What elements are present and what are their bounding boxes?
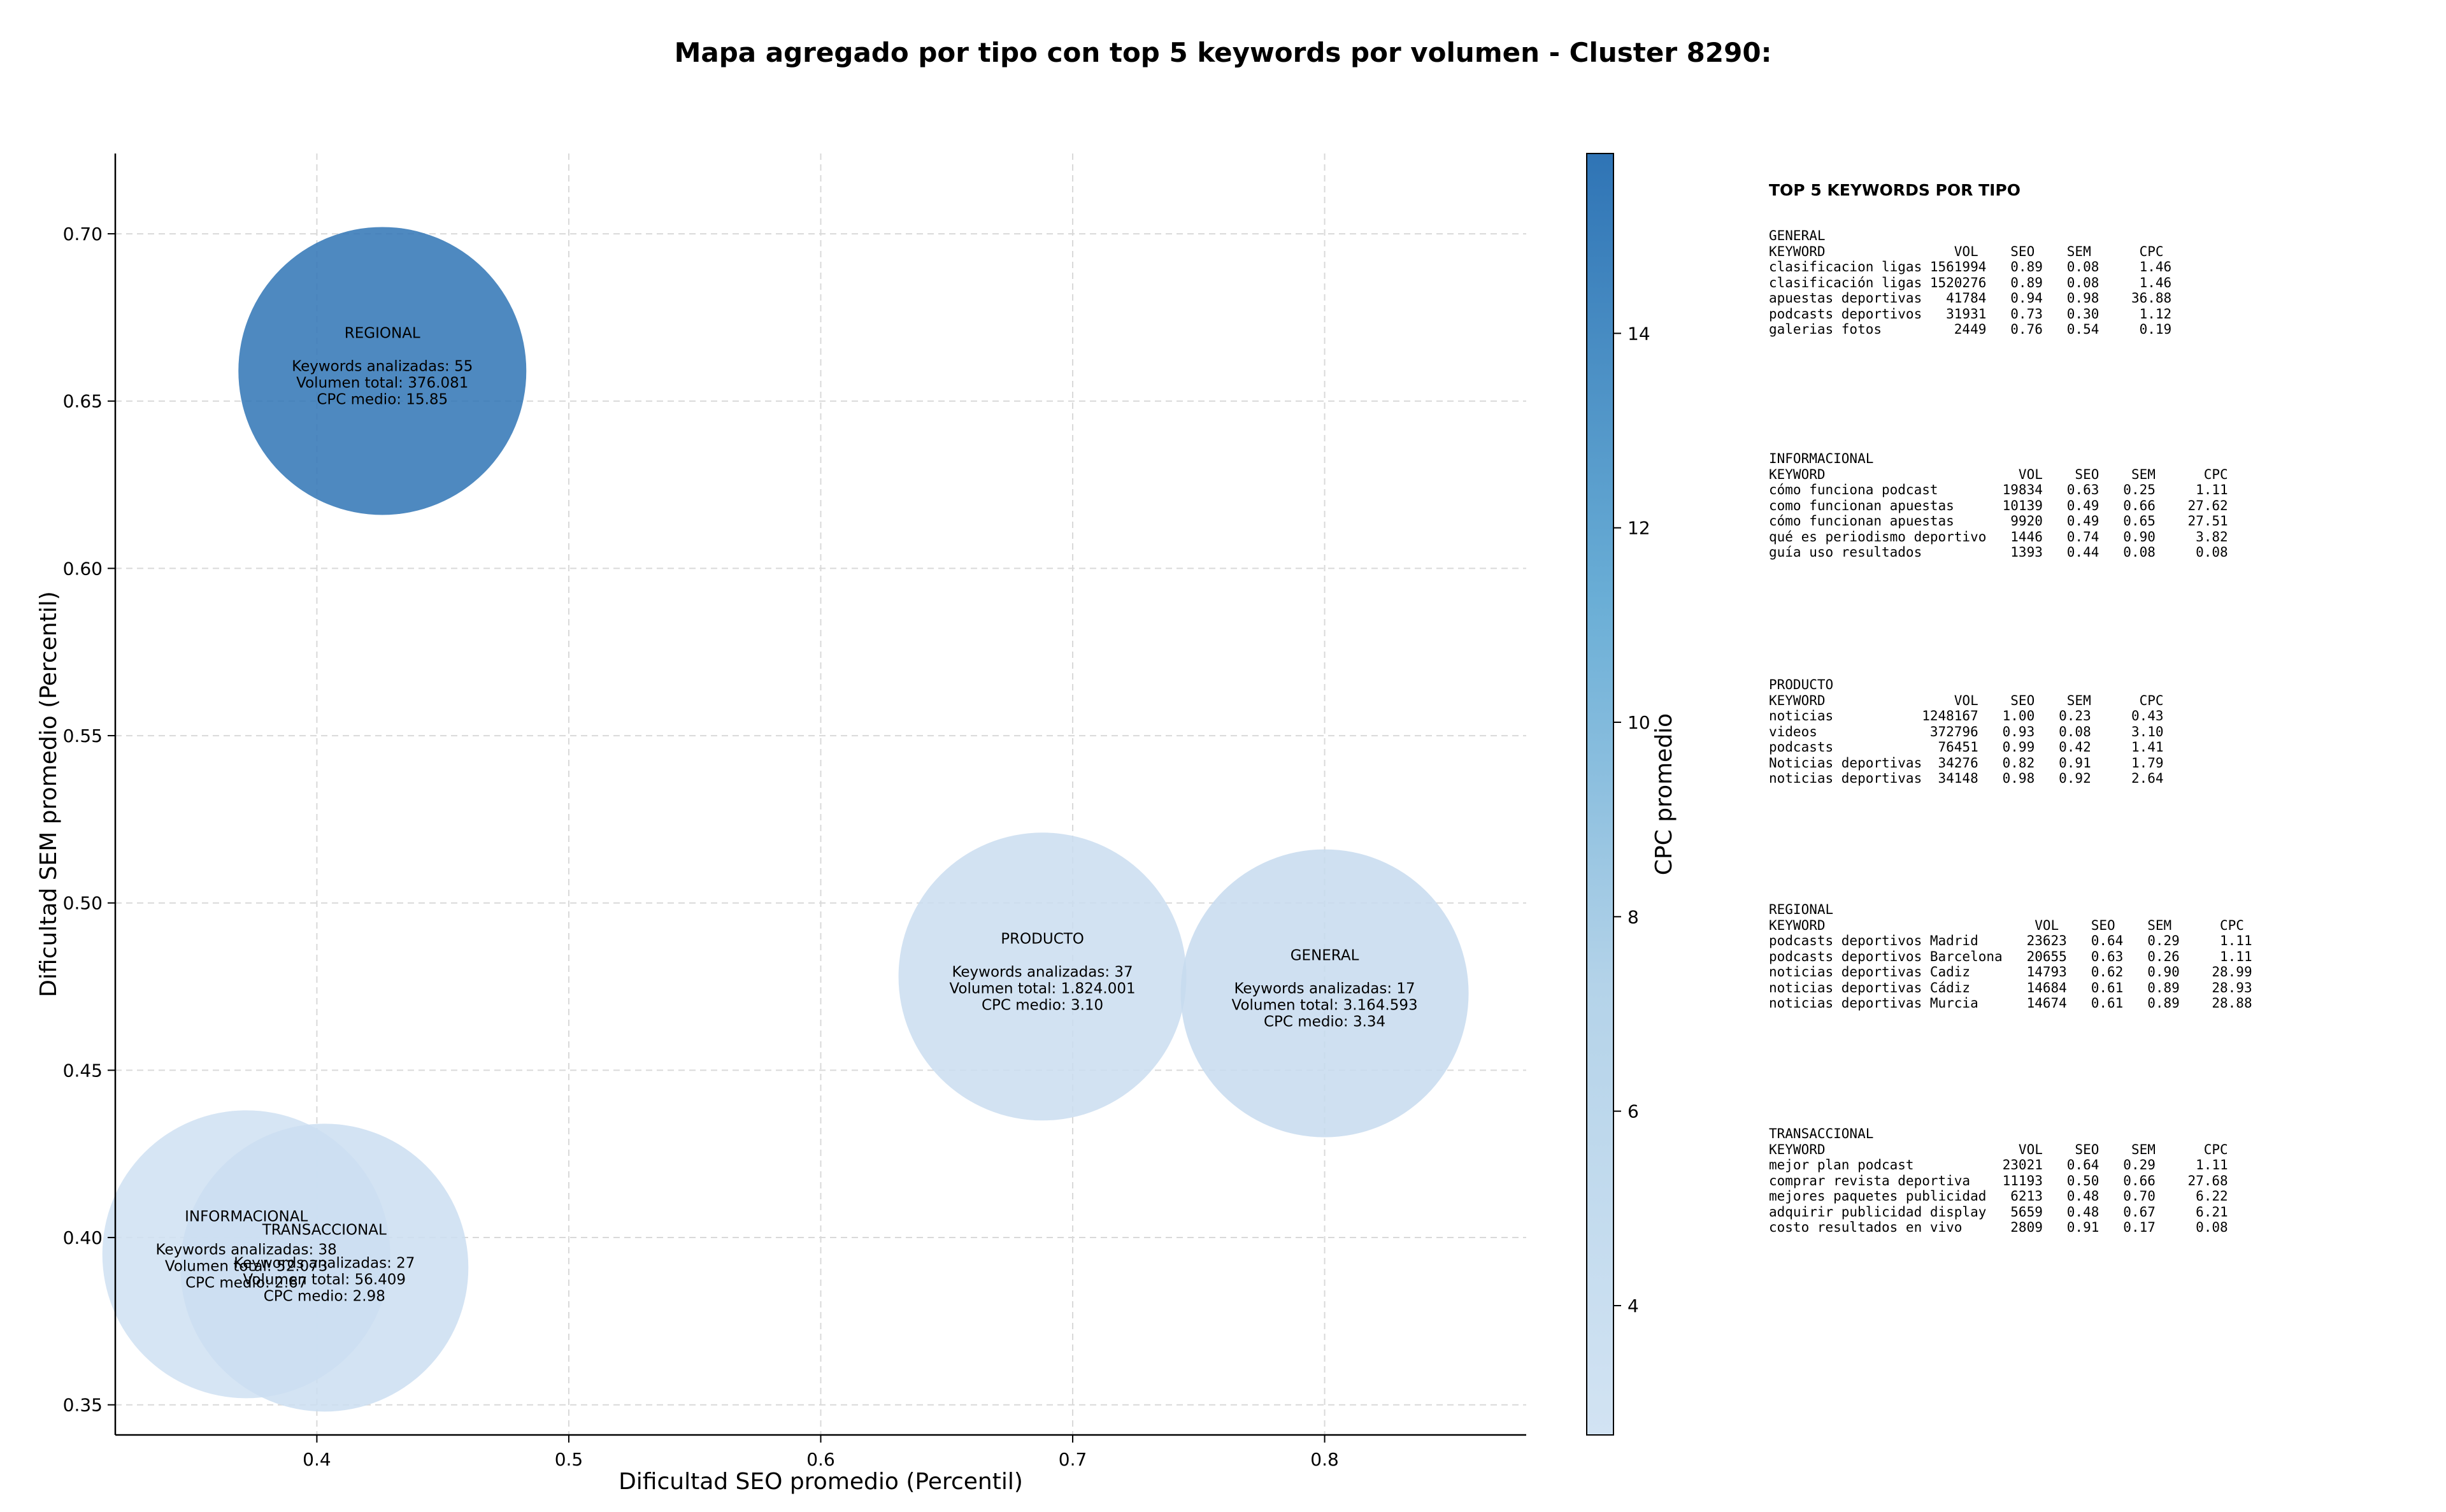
bubble-regional — [238, 227, 527, 515]
table-row: como funcionan apuestas 10139 0.49 0.66 … — [1769, 497, 2228, 513]
bubble-cpc-producto: CPC medio: 3.10 — [982, 997, 1103, 1013]
table-title: GENERAL — [1769, 228, 1826, 243]
bubble-label-general: GENERAL — [1291, 948, 1359, 964]
x-tick-label: 0.8 — [1310, 1449, 1339, 1470]
x-axis-label: Dificultad SEO promedio (Percentil) — [619, 1469, 1023, 1495]
table-transaccional: TRANSACCIONAL KEYWORD VOL SEO SEM CPC mejo… — [1769, 1126, 2228, 1236]
table-row: clasificacion ligas 1561994 0.89 0.08 1.… — [1769, 259, 2172, 275]
x-tick-label: 0.5 — [555, 1449, 583, 1470]
bubble-keywords-transaccional: Keywords analizadas: 27 — [234, 1255, 415, 1271]
table-row: podcasts deportivos Madrid 23623 0.64 0.… — [1769, 933, 2252, 948]
bubble-label-producto: PRODUCTO — [1001, 931, 1084, 947]
table-row: podcasts deportivos 31931 0.73 0.30 1.12 — [1769, 306, 2172, 322]
table-title: TRANSACCIONAL — [1769, 1126, 1874, 1141]
table-regional: REGIONAL KEYWORD VOL SEO SEM CPC podcasts … — [1769, 902, 2252, 1011]
y-tick-label: 0.50 — [63, 893, 103, 914]
bubbles — [102, 227, 1469, 1412]
y-tick-label: 0.45 — [63, 1060, 103, 1081]
table-title: INFORMACIONAL — [1769, 451, 1874, 466]
table-header-row: KEYWORD VOL SEO SEM CPC — [1769, 692, 2164, 708]
table-producto: PRODUCTO KEYWORD VOL SEO SEM CPC noticias … — [1769, 677, 2164, 787]
top-keywords-heading: TOP 5 KEYWORDS POR TIPO — [1769, 181, 2020, 199]
colorbar-bar — [1586, 153, 1614, 1436]
colorbar-tick-label: 6 — [1627, 1101, 1639, 1122]
table-row: mejores paquetes publicidad 6213 0.48 0.… — [1769, 1188, 2228, 1204]
grid — [115, 153, 1526, 1435]
y-axis-label: Dificultad SEM promedio (Percentil) — [36, 591, 62, 997]
bubble-keywords-informacional: Keywords analizadas: 38 — [156, 1241, 337, 1258]
colorbar-tick-label: 14 — [1627, 323, 1650, 344]
y-tick-label: 0.35 — [63, 1395, 103, 1416]
table-row: Noticias deportivas 34276 0.82 0.91 1.79 — [1769, 755, 2164, 771]
table-title: REGIONAL — [1769, 902, 1834, 917]
table-row: mejor plan podcast 23021 0.64 0.29 1.11 — [1769, 1157, 2228, 1173]
table-informacional: INFORMACIONAL KEYWORD VOL SEO SEM CPC cómo… — [1769, 451, 2228, 560]
y-tick-label: 0.70 — [63, 224, 103, 245]
table-row: noticias 1248167 1.00 0.23 0.43 — [1769, 708, 2164, 724]
bubble-transaccional — [180, 1123, 469, 1412]
table-row: cómo funciona podcast 19834 0.63 0.25 1.… — [1769, 482, 2228, 497]
table-row: noticias deportivas 34148 0.98 0.92 2.64 — [1769, 771, 2164, 786]
bubble-volumen-regional: Volumen total: 376.081 — [296, 374, 468, 391]
table-row: guía uso resultados 1393 0.44 0.08 0.08 — [1769, 545, 2228, 560]
axes: 0.4 0.5 0.6 0.7 0.8 0.35 0.40 0.45 0.50 0.55 0.60 0… — [36, 153, 1526, 1495]
y-tick-label: 0.55 — [63, 725, 103, 746]
colorbar-tick-label: 12 — [1627, 518, 1650, 539]
bubble-volumen-informacional: Volumen total: 52.073 — [165, 1258, 328, 1274]
table-row: noticias deportivas Murcia 14674 0.61 0.… — [1769, 995, 2252, 1011]
y-tick-label: 0.40 — [63, 1227, 103, 1248]
table-row: noticias deportivas Cadiz 14793 0.62 0.9… — [1769, 964, 2252, 980]
table-row: cómo funcionan apuestas 9920 0.49 0.65 2… — [1769, 513, 2228, 529]
table-row: videos 372796 0.93 0.08 3.10 — [1769, 724, 2164, 739]
table-row: noticias deportivas Cádiz 14684 0.61 0.8… — [1769, 980, 2252, 995]
bubble-volumen-transaccional: Volumen total: 56.409 — [243, 1271, 406, 1288]
colorbar-tick-label: 8 — [1627, 906, 1639, 927]
bubble-cpc-general: CPC medio: 3.34 — [1264, 1014, 1385, 1031]
table-row: galerias fotos 2449 0.76 0.54 0.19 — [1769, 322, 2172, 337]
bubble-cpc-informacional: CPC medio: 2.67 — [185, 1274, 307, 1291]
colorbar-tick-label: 10 — [1627, 712, 1650, 733]
bubble-producto — [898, 832, 1187, 1121]
bubble-general — [1180, 849, 1469, 1138]
table-row: adquirir publicidad display 5659 0.48 0.… — [1769, 1204, 2228, 1220]
x-tick-label: 0.6 — [806, 1449, 835, 1470]
bubble-keywords-producto: Keywords analizadas: 37 — [952, 964, 1133, 980]
table-row: podcasts 76451 0.99 0.42 1.41 — [1769, 739, 2164, 755]
table-row: qué es periodismo deportivo 1446 0.74 0.… — [1769, 529, 2228, 545]
top-keywords-panel: TOP 5 KEYWORDS POR TIPO GENERAL KEYWORD V… — [1769, 152, 2252, 1235]
y-tick-label: 0.65 — [63, 391, 103, 412]
table-title: PRODUCTO — [1769, 677, 1834, 692]
table-header-row: KEYWORD VOL SEO SEM CPC — [1769, 466, 2228, 482]
bubble-keywords-general: Keywords analizadas: 17 — [1234, 981, 1415, 997]
table-row: clasificación ligas 1520276 0.89 0.08 1.… — [1769, 275, 2172, 290]
bubble-label-regional: REGIONAL — [345, 325, 420, 341]
bubble-cpc-regional: CPC medio: 15.85 — [317, 391, 448, 408]
x-tick-label: 0.4 — [303, 1449, 331, 1470]
bubble-cpc-transaccional: CPC medio: 2.98 — [264, 1288, 385, 1304]
bubble-volumen-general: Volumen total: 3.164.593 — [1232, 997, 1418, 1014]
table-header-row: KEYWORD VOL SEO SEM CPC — [1769, 917, 2244, 933]
table-header-row: KEYWORD VOL SEO SEM CPC — [1769, 1141, 2228, 1157]
chart-title: Mapa agregado por tipo con top 5 keyword… — [674, 37, 1772, 68]
table-row: comprar revista deportiva 11193 0.50 0.6… — [1769, 1173, 2228, 1188]
x-tick-label: 0.7 — [1059, 1449, 1087, 1470]
table-header-row: KEYWORD VOL SEO SEM CPC — [1769, 243, 2164, 259]
bubble-label-informacional: INFORMACIONAL — [185, 1208, 308, 1225]
colorbar-tick-label: 4 — [1627, 1295, 1639, 1316]
y-tick-label: 0.60 — [63, 558, 103, 579]
bubble-keywords-regional: Keywords analizadas: 55 — [292, 358, 473, 374]
table-general: GENERAL KEYWORD VOL SEO SEM CPC clasificac… — [1769, 228, 2171, 338]
table-row: apuestas deportivas 41784 0.94 0.98 36.8… — [1769, 290, 2172, 306]
bubble-label-transaccional: TRANSACCIONAL — [262, 1222, 387, 1238]
table-row: podcasts deportivos Barcelona 20655 0.63… — [1769, 948, 2252, 964]
colorbar: 4 6 8 10 12 14 CPC promedio — [1586, 153, 1677, 1436]
colorbar-label: CPC promedio — [1651, 713, 1677, 875]
table-row: costo resultados en vivo 2809 0.91 0.17 … — [1769, 1220, 2228, 1235]
bubble-volumen-producto: Volumen total: 1.824.001 — [950, 980, 1136, 997]
